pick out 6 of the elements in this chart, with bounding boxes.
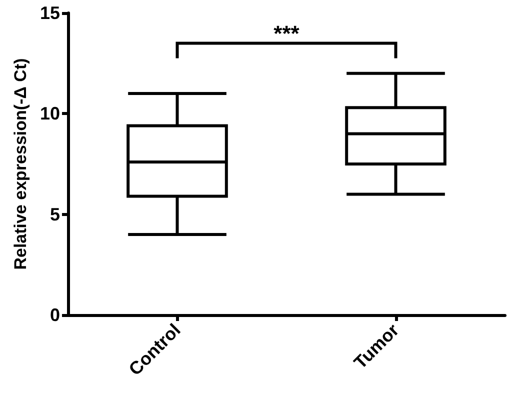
y-tick-label: 0: [50, 305, 60, 325]
y-tick-label: 5: [50, 204, 60, 224]
annotation: ***: [274, 21, 300, 48]
y-tick-label: 15: [40, 3, 60, 23]
y-tick-label: 10: [40, 104, 60, 124]
y-axis-title: Relative expression(-Δ Ct): [11, 58, 30, 270]
